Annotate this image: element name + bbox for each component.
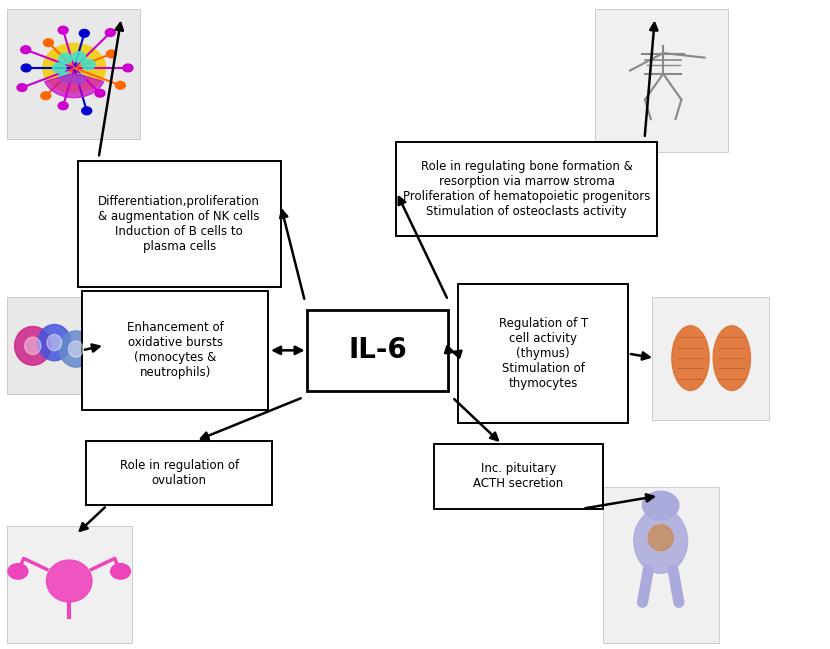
Text: Role in regulating bone formation &
resorption via marrow stroma
Proliferation o: Role in regulating bone formation & reso… bbox=[403, 160, 651, 218]
Circle shape bbox=[43, 39, 53, 47]
FancyBboxPatch shape bbox=[603, 487, 720, 643]
Circle shape bbox=[72, 52, 85, 62]
Circle shape bbox=[105, 29, 115, 36]
FancyBboxPatch shape bbox=[594, 9, 728, 152]
Circle shape bbox=[95, 90, 105, 97]
Circle shape bbox=[58, 102, 68, 110]
Text: Enhancement of
oxidative bursts
(monocytes &
neutrophils): Enhancement of oxidative bursts (monocyt… bbox=[127, 321, 223, 380]
Circle shape bbox=[52, 63, 66, 73]
Text: Differentiation,proliferation
& augmentation of NK cells
Induction of B cells to: Differentiation,proliferation & augmenta… bbox=[98, 195, 260, 253]
FancyBboxPatch shape bbox=[78, 162, 281, 288]
FancyBboxPatch shape bbox=[458, 284, 628, 423]
Circle shape bbox=[43, 43, 105, 93]
Circle shape bbox=[58, 26, 68, 34]
FancyBboxPatch shape bbox=[307, 310, 448, 391]
Ellipse shape bbox=[634, 509, 687, 573]
Ellipse shape bbox=[59, 331, 92, 367]
Circle shape bbox=[59, 53, 72, 64]
Circle shape bbox=[17, 84, 27, 92]
Circle shape bbox=[8, 563, 28, 579]
Ellipse shape bbox=[671, 326, 709, 391]
Circle shape bbox=[80, 29, 90, 37]
FancyBboxPatch shape bbox=[7, 526, 132, 643]
Circle shape bbox=[110, 563, 130, 579]
Text: Regulation of T
cell activity
(thymus)
Stimulation of
thymocytes: Regulation of T cell activity (thymus) S… bbox=[499, 317, 588, 390]
FancyBboxPatch shape bbox=[82, 291, 268, 410]
Circle shape bbox=[22, 64, 32, 72]
Circle shape bbox=[21, 46, 31, 54]
Circle shape bbox=[72, 74, 85, 84]
FancyBboxPatch shape bbox=[397, 142, 657, 236]
Ellipse shape bbox=[38, 324, 71, 361]
FancyBboxPatch shape bbox=[652, 297, 769, 420]
Circle shape bbox=[115, 82, 125, 89]
Ellipse shape bbox=[25, 337, 41, 354]
FancyBboxPatch shape bbox=[7, 297, 107, 395]
Circle shape bbox=[106, 50, 116, 58]
Ellipse shape bbox=[648, 525, 673, 551]
Circle shape bbox=[123, 64, 133, 72]
Circle shape bbox=[82, 59, 95, 69]
Circle shape bbox=[41, 92, 51, 99]
Wedge shape bbox=[45, 73, 104, 98]
FancyBboxPatch shape bbox=[86, 441, 272, 506]
Text: IL-6: IL-6 bbox=[349, 336, 408, 364]
Ellipse shape bbox=[46, 334, 61, 350]
FancyBboxPatch shape bbox=[7, 9, 140, 139]
Ellipse shape bbox=[15, 326, 51, 365]
Text: Role in regulation of
ovulation: Role in regulation of ovulation bbox=[120, 459, 239, 487]
Circle shape bbox=[642, 491, 679, 520]
FancyBboxPatch shape bbox=[433, 444, 603, 509]
Ellipse shape bbox=[46, 560, 92, 602]
Ellipse shape bbox=[713, 326, 750, 391]
Text: Inc. pituitary
ACTH secretion: Inc. pituitary ACTH secretion bbox=[473, 462, 564, 491]
Ellipse shape bbox=[68, 341, 83, 357]
Circle shape bbox=[81, 107, 91, 115]
Circle shape bbox=[59, 72, 72, 82]
